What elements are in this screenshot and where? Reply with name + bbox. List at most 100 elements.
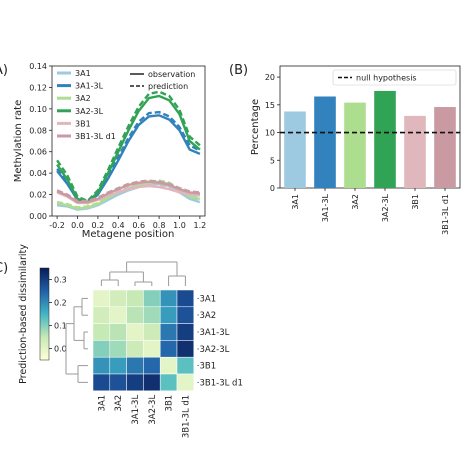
y-tick-label: 0.10: [29, 105, 47, 114]
heatmap-cell: [177, 324, 194, 341]
row-label: ·3A2-3L: [197, 345, 230, 355]
legend-label: null hypothesis: [356, 74, 417, 83]
bar-chart-ylabel: Percentage: [250, 99, 261, 155]
y-tick-label: 0.14: [29, 62, 47, 71]
column-label: 3A1-3L: [131, 395, 141, 425]
x-tick-label: 3A1: [291, 194, 300, 210]
heatmap-cell: [160, 307, 177, 324]
bar-3A2: [344, 103, 366, 188]
x-tick-label: 3A2-3L: [381, 193, 390, 222]
legend-label: 3A2: [75, 94, 91, 103]
x-tick-label: 1.2: [194, 221, 207, 230]
heatmap-cell: [177, 340, 194, 357]
column-label: 3A2: [114, 395, 124, 412]
heatmap-cell: [143, 374, 160, 391]
row-label: ·3B1-3L d1: [197, 378, 243, 388]
row-label: ·3A2: [197, 311, 216, 321]
heatmap-cell: [110, 290, 127, 307]
colorbar-tick-label: 0.3: [54, 276, 67, 285]
row-label: ·3A1: [197, 294, 216, 304]
colorbar-label: Prediction-based dissimilarity: [18, 244, 29, 384]
y-tick-label: 10: [265, 129, 275, 138]
x-tick-label: 3A1-3L: [321, 193, 330, 222]
heatmap-cell: [93, 290, 110, 307]
y-tick-label: 0.12: [29, 83, 47, 92]
heatmap-cell: [143, 290, 160, 307]
heatmap-cell: [143, 307, 160, 324]
heatmap-cell: [177, 357, 194, 374]
x-tick-label: 3A2: [351, 194, 360, 210]
heatmap-cell: [93, 307, 110, 324]
heatmap-cell: [160, 324, 177, 341]
panel-label-b: (B): [229, 63, 248, 78]
heatmap-cell: [110, 340, 127, 357]
column-label: 3B1: [165, 395, 175, 412]
heatmap-cell: [110, 357, 127, 374]
heatmap-cell: [160, 290, 177, 307]
heatmap-cell: [110, 324, 127, 341]
colorbar-tick-label: 0.0: [54, 345, 67, 354]
bar-3B1: [404, 116, 426, 188]
bar-3A1-3L: [314, 97, 336, 189]
heatmap-cell: [177, 374, 194, 391]
column-label: 3B1-3L d1: [181, 395, 191, 438]
heatmap-cell: [93, 374, 110, 391]
y-tick-label: 0: [270, 184, 275, 193]
bar-3A2-3L: [374, 91, 396, 188]
y-tick-label: 5: [270, 156, 275, 165]
bar-3A1: [284, 111, 306, 188]
heatmap-cell: [160, 374, 177, 391]
legend-label: 3B1: [75, 119, 91, 128]
heatmap-cell: [93, 324, 110, 341]
legend-label: 3A1-3L: [75, 82, 104, 91]
heatmap-cell: [127, 357, 144, 374]
heatmap-cell: [177, 290, 194, 307]
heatmap-cell: [127, 324, 144, 341]
y-tick-label: 15: [265, 101, 275, 110]
x-tick-label: 3B1-3L d1: [441, 194, 450, 235]
legend-style-label: observation: [148, 70, 195, 79]
heatmap-cell: [143, 324, 160, 341]
heatmap-cell: [127, 374, 144, 391]
heatmap-cell: [127, 307, 144, 324]
y-tick-label: 0.06: [29, 148, 47, 157]
colorbar: [40, 268, 49, 360]
legend-style-label: prediction: [148, 82, 188, 91]
heatmap-cell: [127, 340, 144, 357]
heatmap-chart: 0.0 0.1 0.2 0.3 Prediction-based dissimilar…: [18, 244, 243, 438]
column-label: 3A2-3L: [148, 395, 158, 425]
colorbar-tick-label: 0.2: [54, 299, 67, 308]
row-label: ·3B1: [197, 362, 216, 372]
column-label: 3A1: [97, 395, 107, 412]
heatmap-cell: [127, 290, 144, 307]
heatmap-cell: [177, 307, 194, 324]
panel-label-c: C): [0, 261, 8, 276]
bar-3B1-3L d1: [434, 107, 456, 188]
legend-label: 3B1-3L d1: [75, 132, 116, 141]
heatmap-cell: [160, 340, 177, 357]
y-tick-label: 0.08: [29, 126, 47, 135]
heatmap-cell: [143, 357, 160, 374]
heatmap-cell: [160, 357, 177, 374]
x-tick-label: -0.2: [49, 221, 65, 230]
y-tick-label: 0.02: [29, 191, 47, 200]
y-tick-label: 0.00: [29, 212, 47, 221]
panel-label-a: A): [0, 63, 8, 78]
line-chart-ylabel: Methylation rate: [13, 100, 24, 183]
legend-label: 3A1: [75, 69, 91, 78]
heatmap-cell: [93, 340, 110, 357]
colorbar-tick-label: 0.1: [54, 322, 67, 331]
heatmap-cell: [93, 357, 110, 374]
x-tick-label: 3B1: [411, 194, 420, 210]
heatmap-cell: [110, 307, 127, 324]
heatmap-cell: [143, 340, 160, 357]
line-chart-xlabel: Metagene position: [82, 229, 175, 240]
y-tick-label: 20: [265, 73, 275, 82]
line-chart: -0.2 0.0 0.2 0.4 0.6 0.8 1.0 1.2 0.00 0.02 0.04 0.0…: [13, 62, 206, 240]
y-tick-label: 0.04: [29, 169, 47, 178]
legend-label: 3A2-3L: [75, 107, 104, 116]
heatmap-cell: [110, 374, 127, 391]
row-label: ·3A1-3L: [197, 328, 230, 338]
